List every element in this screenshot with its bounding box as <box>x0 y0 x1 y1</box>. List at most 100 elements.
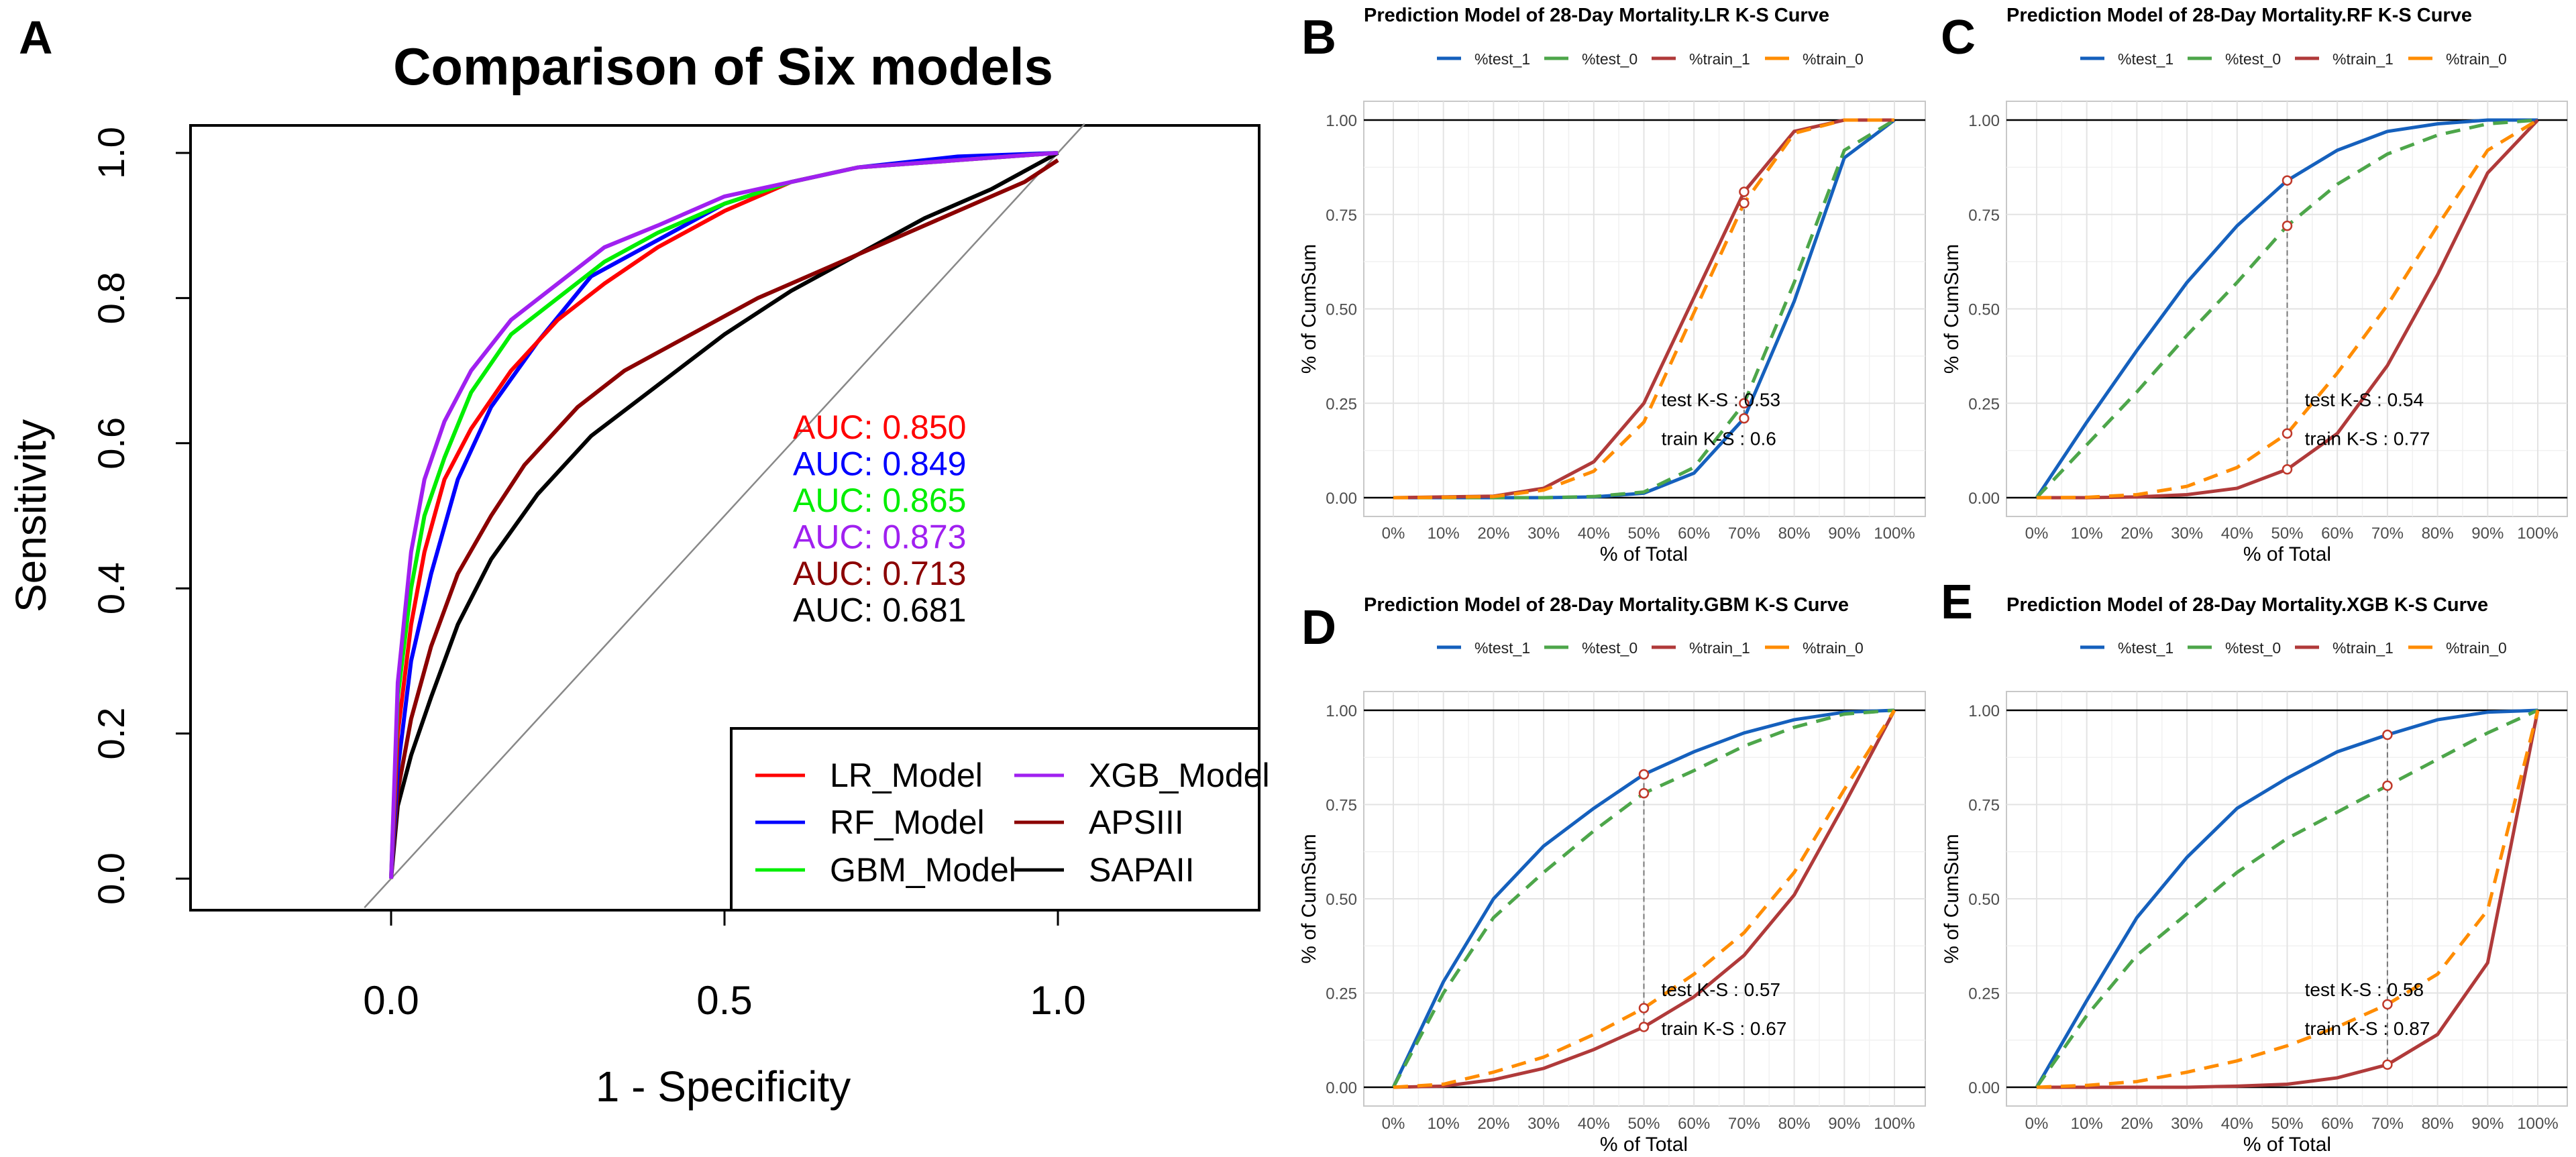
x-tick-label: 1.0 <box>1030 978 1085 1023</box>
panel-b-ks-chart: B Prediction Model of 28-Day Mortality.LR… <box>1298 5 1926 565</box>
y-tick-label: 0.25 <box>1968 395 2000 413</box>
ks-curve-train_1 <box>2037 710 2540 1089</box>
y-tick-label: 0.00 <box>1326 490 1357 508</box>
ks-curve-train_0 <box>2036 118 2539 500</box>
chart-title: Prediction Model of 28-Day Mortality.GBM… <box>1364 594 1849 616</box>
x-tick-label: 40% <box>2221 525 2253 543</box>
ks-curve-train_0 <box>2036 710 2540 1089</box>
ks-test-label: test K-S : 0.57 <box>1662 979 1780 1000</box>
ks-test-label: test K-S : 0.54 <box>2305 390 2424 410</box>
ks-train-label: train K-S : 0.6 <box>1662 429 1776 449</box>
panel-label-e: E <box>1941 575 1973 629</box>
panel-c-ks-chart: C Prediction Model of 28-Day Mortality.RF… <box>1941 5 2568 565</box>
y-tick-label: 0.50 <box>1968 301 2000 319</box>
reference-diagonal <box>364 123 1085 909</box>
x-tick-label: 90% <box>2471 525 2504 543</box>
roc-curve-xgb-model <box>389 151 1059 879</box>
legend-label: %train_0 <box>2446 639 2507 657</box>
y-tick-label: 1.00 <box>1968 702 2000 720</box>
legend-label: %train_1 <box>1689 50 1750 68</box>
x-tick-label: 30% <box>1527 1115 1560 1133</box>
panel-e-ks-chart: E Prediction Model of 28-Day Mortality.XG… <box>1941 575 2568 1156</box>
legend-label: %train_0 <box>1803 639 1864 657</box>
ks-marker <box>1739 186 1750 197</box>
y-tick-label: 1.00 <box>1326 702 1357 720</box>
x-axis-label: % of Total <box>2243 543 2331 565</box>
legend-label: RF_Model <box>830 804 985 841</box>
y-tick-label: 0.75 <box>1326 797 1357 815</box>
y-axis-label: % of CumSum <box>1941 244 1963 374</box>
legend-label: XGB_Model <box>1089 757 1270 794</box>
x-axis-label: % of Total <box>2243 1134 2331 1156</box>
x-tick-label: 100% <box>1874 525 1915 543</box>
y-tick-label: 0.4 <box>90 562 132 614</box>
legend-label: SAPAII <box>1089 851 1194 889</box>
x-tick-label: 20% <box>1477 1115 1509 1133</box>
x-tick-label: 60% <box>1678 525 1710 543</box>
ks-marker <box>2282 464 2293 475</box>
x-tick-label: 70% <box>1728 525 1760 543</box>
x-tick-label: 80% <box>2422 1115 2454 1133</box>
auc-label: AUC: 0.865 <box>793 482 966 519</box>
y-tick-label: 0.50 <box>1326 891 1357 909</box>
x-tick-label: 90% <box>1828 1115 1860 1133</box>
legend-label: %train_1 <box>1689 639 1750 657</box>
x-tick-label: 20% <box>1477 525 1509 543</box>
x-axis-label: 1 - Specificity <box>596 1062 851 1111</box>
y-tick-label: 0.25 <box>1326 395 1357 413</box>
y-tick-label: 0.25 <box>1968 985 2000 1003</box>
ks-marker <box>1638 769 1650 780</box>
chart-title: Prediction Model of 28-Day Mortality.LR … <box>1364 5 1829 26</box>
x-tick-label: 50% <box>2271 1115 2303 1133</box>
x-tick-label: 0% <box>2025 1115 2049 1133</box>
roc-curve-sapaii <box>389 151 1059 879</box>
x-tick-label: 70% <box>1728 1115 1760 1133</box>
panel-label-a: A <box>19 11 53 64</box>
ks-marker <box>1739 398 1750 408</box>
legend-label: %train_0 <box>1803 50 1864 68</box>
x-tick-label: 50% <box>2271 525 2303 543</box>
x-tick-label: 0.5 <box>696 978 752 1023</box>
ks-marker <box>2282 175 2293 186</box>
y-tick-label: 0.50 <box>1326 301 1357 319</box>
ks-marker <box>2382 1059 2393 1070</box>
ks-test-label: test K-S : 0.53 <box>1662 390 1780 410</box>
y-axis-label: Sensitivity <box>7 419 55 612</box>
legend-label: %train_1 <box>2332 639 2394 657</box>
panel-label-c: C <box>1941 11 1976 64</box>
roc-curve-apsiii <box>389 158 1059 879</box>
legend-label: %test_0 <box>2225 50 2281 68</box>
ks-curve-train_0 <box>1393 118 1894 500</box>
x-tick-label: 10% <box>2071 525 2103 543</box>
chart-title: Prediction Model of 28-Day Mortality.XGB… <box>2006 594 2488 616</box>
panel-d-ks-chart: D Prediction Model of 28-Day Mortality.GB… <box>1298 594 1926 1156</box>
legend-label: %test_1 <box>1474 639 1530 657</box>
legend-label: %test_1 <box>2118 639 2174 657</box>
y-tick-label: 0.0 <box>90 852 132 905</box>
x-axis-label: % of Total <box>1600 543 1688 565</box>
legend-label: %test_0 <box>1582 639 1638 657</box>
x-tick-label: 10% <box>1428 1115 1460 1133</box>
x-tick-label: 80% <box>1778 525 1811 543</box>
legend-box <box>730 727 1260 912</box>
x-tick-label: 0% <box>1382 525 1405 543</box>
y-tick-label: 1.00 <box>1326 112 1357 130</box>
ks-test-label: test K-S : 0.58 <box>2305 979 2424 1000</box>
auc-label: AUC: 0.713 <box>793 555 966 592</box>
y-tick-label: 0.00 <box>1968 490 2000 508</box>
x-tick-label: 50% <box>1627 1115 1660 1133</box>
auc-label: AUC: 0.849 <box>793 445 966 483</box>
ks-train-label: train K-S : 0.87 <box>2305 1018 2430 1039</box>
ks-marker <box>2382 999 2393 1010</box>
x-axis-label: % of Total <box>1600 1134 1688 1156</box>
legend-label: %test_0 <box>2225 639 2281 657</box>
x-tick-label: 60% <box>1678 1115 1710 1133</box>
legend-label: %test_1 <box>1474 50 1530 68</box>
y-tick-label: 0.00 <box>1326 1079 1357 1097</box>
panel-label-b: B <box>1301 11 1336 64</box>
x-tick-label: 40% <box>2221 1115 2253 1133</box>
auc-label: AUC: 0.850 <box>793 408 966 446</box>
x-tick-label: 10% <box>1428 525 1460 543</box>
x-tick-label: 0% <box>1382 1115 1405 1133</box>
